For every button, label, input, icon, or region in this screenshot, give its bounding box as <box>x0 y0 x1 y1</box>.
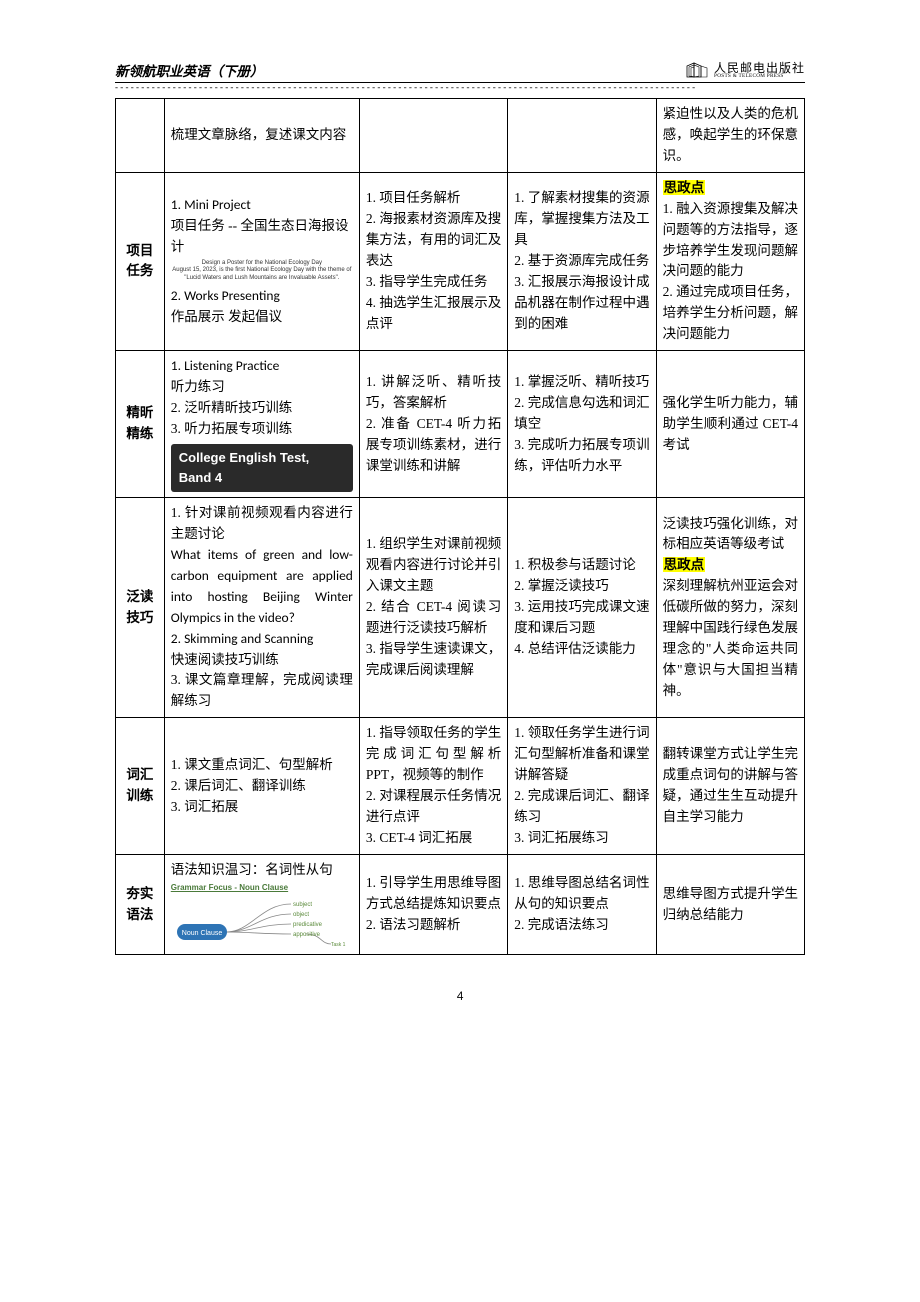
table-row: 精昕 精练 1. Listening Practice 听力练习 2. 泛听精昕… <box>116 351 805 498</box>
content-line: 1. Mini Project <box>171 195 353 216</box>
row-label: 词汇 训练 <box>116 718 165 855</box>
row-student: 1. 掌握泛听、精听技巧 2. 完成信息勾选和词汇填空 3. 完成听力拓展专项训… <box>508 351 656 498</box>
content-line: 作品展示 发起倡议 <box>171 307 353 328</box>
content-top: 语法知识温习：名词性从句 <box>171 860 353 881</box>
row-student: 1. 领取任务学生进行词汇句型解析准备和课堂讲解答疑 2. 完成课后词汇、翻译练… <box>508 718 656 855</box>
table-row: 词汇 训练 1. 课文重点词汇、句型解析 2. 课后词汇、翻译训练 3. 词汇拓… <box>116 718 805 855</box>
content-line: 1. Listening Practice <box>171 356 353 377</box>
row-student: 1. 积极参与话题讨论 2. 掌握泛读技巧 3. 运用技巧完成课文速度和课后习题… <box>508 498 656 718</box>
row-content: 1. Listening Practice 听力练习 2. 泛听精昕技巧训练 3… <box>164 351 359 498</box>
publisher-logo-icon <box>686 62 708 80</box>
svg-text:Task 1: Task 1 <box>331 942 346 948</box>
svg-text:Noun Clause: Noun Clause <box>182 930 223 937</box>
row-content: 1. Mini Project 项目任务 -- 全国生态日海报设计 Design… <box>164 172 359 350</box>
row-note: 强化学生听力能力，辅助学生顺利通过 CET-4 考试 <box>656 351 804 498</box>
content-line: 2. 泛听精昕技巧训练 <box>171 398 353 419</box>
publisher-text: 人民邮电出版社 POSTS & TELECOM PRESS <box>714 62 805 80</box>
row-teacher <box>359 99 507 173</box>
publisher-block: 人民邮电出版社 POSTS & TELECOM PRESS <box>686 62 805 80</box>
mindmap-figure: Grammar Focus - Noun Clause Noun Clause … <box>171 883 353 950</box>
ideology-highlight: 思政点 <box>663 557 706 572</box>
row-note: 思政点 1. 融入资源搜集及解决问题等的方法指导，逐步培养学生发现问题解决问题的… <box>656 172 804 350</box>
ideology-highlight: 思政点 <box>663 180 706 195</box>
content-en: What items of green and low-carbon equip… <box>171 545 353 629</box>
header-title: 新领航职业英语（下册） <box>115 60 264 80</box>
note-pre: 泛读技巧强化训练，对标相应英语等级考试 <box>663 516 798 552</box>
content-line: 快速阅读技巧训练 <box>171 650 353 671</box>
note-text: 1. 融入资源搜集及解决问题等的方法指导，逐步培养学生发现问题解决问题的能力 2… <box>663 201 798 342</box>
row-teacher: 1. 组织学生对课前视频观看内容进行讨论并引入课文主题 2. 结合 CET-4 … <box>359 498 507 718</box>
svg-text:predicative: predicative <box>293 922 323 928</box>
row-note: 紧迫性以及人类的危机感，唤起学生的环保意识。 <box>656 99 804 173</box>
table-row: 梳理文章脉络，复述课文内容 紧迫性以及人类的危机感，唤起学生的环保意识。 <box>116 99 805 173</box>
row-student: 1. 思维导图总结名词性从句的知识要点 2. 完成语法练习 <box>508 854 656 955</box>
table-row: 夯实 语法 语法知识温习：名词性从句 Grammar Focus - Noun … <box>116 854 805 955</box>
content-line: 1. 针对课前视频观看内容进行主题讨论 <box>171 503 353 545</box>
row-content: 1. 针对课前视频观看内容进行主题讨论 What items of green … <box>164 498 359 718</box>
row-note: 泛读技巧强化训练，对标相应英语等级考试 思政点 深刻理解杭州亚运会对低碳所做的努… <box>656 498 804 718</box>
row-content: 1. 课文重点词汇、句型解析 2. 课后词汇、翻译训练 3. 词汇拓展 <box>164 718 359 855</box>
content-line: 听力练习 <box>171 377 353 398</box>
content-line: 项目任务 -- 全国生态日海报设计 <box>171 216 353 258</box>
content-line: 2. Works Presenting <box>171 286 353 307</box>
row-label: 泛读 技巧 <box>116 498 165 718</box>
row-student: 1. 了解素材搜集的资源库，掌握搜集方法及工具 2. 基于资源库完成任务 3. … <box>508 172 656 350</box>
poster-caption: Design a Poster for the National Ecology… <box>171 260 353 282</box>
row-teacher: 1. 指导领取任务的学生完成词汇句型解析 PPT，视频等的制作 2. 对课程展示… <box>359 718 507 855</box>
svg-text:subject: subject <box>293 902 312 908</box>
content-line: 3. 课文篇章理解，完成阅读理解练习 <box>171 670 353 712</box>
row-label <box>116 99 165 173</box>
row-label: 项目 任务 <box>116 172 165 350</box>
header-dashes: - - - - - - - - - - - - - - - - - - - - … <box>115 84 805 92</box>
table-row: 泛读 技巧 1. 针对课前视频观看内容进行主题讨论 What items of … <box>116 498 805 718</box>
note-text: 深刻理解杭州亚运会对低碳所做的努力，深刻理解中国践行绿色发展理念的"人类命运共同… <box>663 578 798 698</box>
row-content: 梳理文章脉络，复述课文内容 <box>164 99 359 173</box>
svg-text:appositive: appositive <box>293 932 321 938</box>
row-label: 精昕 精练 <box>116 351 165 498</box>
lesson-plan-table: 梳理文章脉络，复述课文内容 紧迫性以及人类的危机感，唤起学生的环保意识。 项目 … <box>115 98 805 955</box>
row-note: 思维导图方式提升学生归纳总结能力 <box>656 854 804 955</box>
row-teacher: 1. 讲解泛听、精听技巧，答案解析 2. 准备 CET-4 听力拓展专项训练素材… <box>359 351 507 498</box>
page-header: 新领航职业英语（下册） 人民邮电出版社 POSTS & TELECOM PRES… <box>115 60 805 80</box>
row-label: 夯实 语法 <box>116 854 165 955</box>
document-page: 新领航职业英语（下册） 人民邮电出版社 POSTS & TELECOM PRES… <box>0 0 920 1044</box>
row-content: 语法知识温习：名词性从句 Grammar Focus - Noun Clause… <box>164 854 359 955</box>
header-rule <box>115 82 805 83</box>
publisher-name-en: POSTS & TELECOM PRESS <box>714 74 800 80</box>
row-note: 翻转课堂方式让学生完成重点词句的讲解与答疑，通过生生互动提升自主学习能力 <box>656 718 804 855</box>
table-row: 项目 任务 1. Mini Project 项目任务 -- 全国生态日海报设计 … <box>116 172 805 350</box>
cet4-badge: College English Test, Band 4 <box>171 444 353 492</box>
content-line: 2. Skimming and Scanning <box>171 629 353 650</box>
mindmap-title: Grammar Focus - Noun Clause <box>171 883 353 893</box>
row-student <box>508 99 656 173</box>
mindmap-icon: Noun Clause subject object predicative a… <box>171 894 346 949</box>
content-line: 3. 听力拓展专项训练 <box>171 419 353 440</box>
page-number: 4 <box>115 989 805 1004</box>
row-teacher: 1. 引导学生用思维导图方式总结提炼知识要点 2. 语法习题解析 <box>359 854 507 955</box>
row-teacher: 1. 项目任务解析 2. 海报素材资源库及搜集方法，有用的词汇及表达 3. 指导… <box>359 172 507 350</box>
svg-text:object: object <box>293 912 309 918</box>
